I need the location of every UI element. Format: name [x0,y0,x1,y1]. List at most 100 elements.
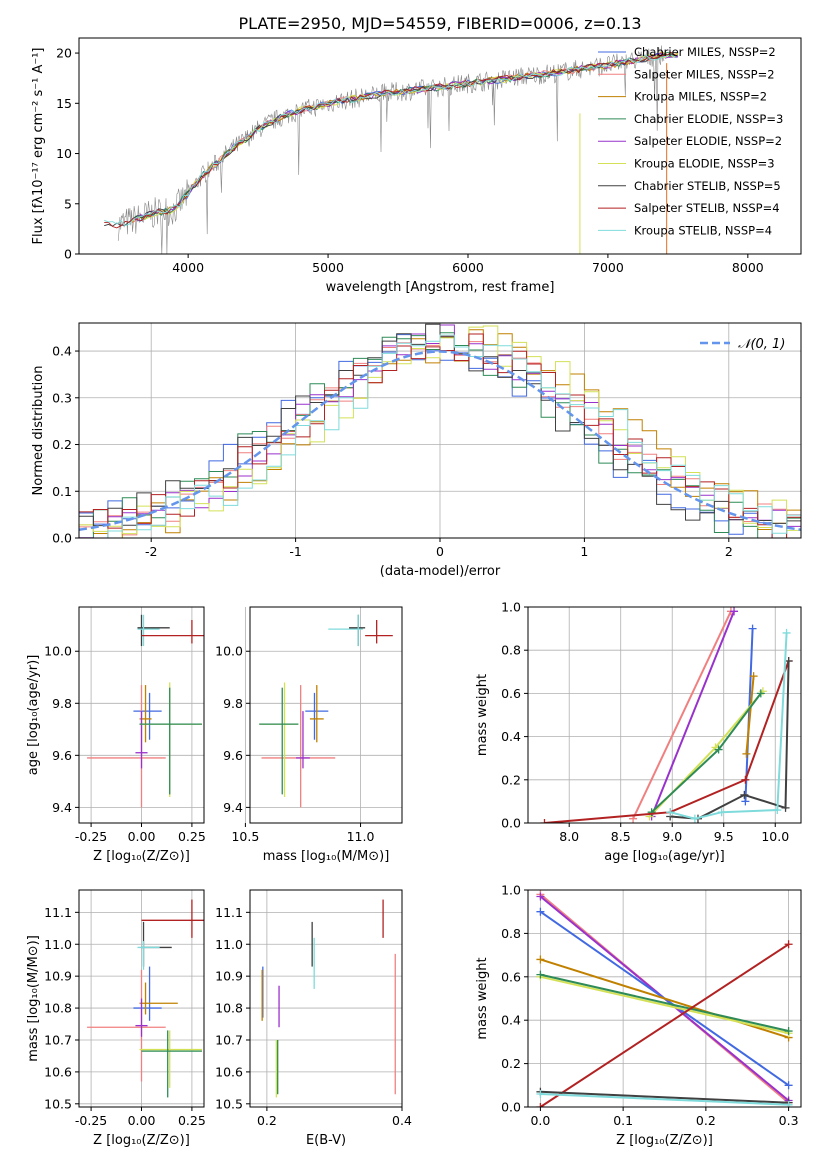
x-tick-label: -1 [289,544,301,559]
x-tick-label: 2 [725,544,733,559]
weight-marker [647,808,656,817]
weight-marker [748,624,757,633]
x-tick-label: 0.25 [178,829,206,844]
y-tick-label: 10.8 [44,1001,72,1016]
x-tick-label: 0.3 [779,1113,799,1128]
y-tick-label: 0.4 [501,1013,521,1028]
y-tick-label: 9.6 [52,748,72,763]
x-tick-label: 7000 [592,260,624,275]
x-tick-label: 8.5 [611,829,631,844]
plot-area [79,323,801,538]
plot-area [87,614,204,808]
x-tick-label: 1 [580,544,588,559]
weight-marker [690,814,699,823]
y-tick-label: 0.3 [52,390,72,405]
plot-area [540,607,793,823]
y-tick-label: 1.0 [501,883,521,898]
y-tick-label: 0.8 [501,926,521,941]
weight-vs-metallicity-panel: 0.0 0.1 0.2 0.3 0.0 0.2 0.4 0.6 0.8 1.0 Z [log₁₀(Z… [475,883,802,1148]
y-tick-label: 0.2 [52,437,72,452]
weight-line [540,1090,789,1104]
weight-marker [784,1027,793,1036]
x-tick-label: 9.5 [714,829,734,844]
axes-frame [249,889,403,1108]
y-tick-label: 0.4 [501,729,521,744]
weight-marker [741,797,750,806]
y-tick-label: 11.1 [215,905,243,920]
x-tick-label: -2 [145,544,157,559]
x-tick-label: 0.1 [613,1113,633,1128]
x-tick-label: 0 [436,544,444,559]
weight-marker [740,790,749,799]
y-tick-label: 9.8 [52,696,72,711]
y-tick-label: 0 [64,247,72,262]
weight-line [539,943,790,1107]
y-axis-label: age [log₁₀(age/yr)] [26,655,41,776]
model-spectrum [104,54,676,227]
plot-area [104,45,679,254]
y-tick-label: 10.7 [215,1032,243,1047]
y-tick-label: 9.4 [52,800,72,815]
axes-frame [527,889,802,1108]
axes-frame [249,606,403,824]
weight-marker [536,970,545,979]
x-tick-label: 8000 [732,260,764,275]
x-tick-label: 10.0 [761,829,789,844]
y-tick-label: 0.0 [501,1100,521,1115]
y-axis-label: mass weight [475,957,490,1039]
x-tick-label: -0.25 [75,829,107,844]
y-tick-label: 15 [56,96,72,111]
y-tick-label: 5 [64,196,72,211]
weight-marker [730,607,739,616]
normal-reference-curve [79,350,801,532]
y-tick-label: 1.0 [501,600,521,615]
weight-line [670,660,790,820]
y-tick-label: 10.0 [215,644,243,659]
x-axis-label: Z [log₁₀(Z/Z⊙)] [616,1133,713,1148]
model-spectrum [104,53,676,227]
residual-histogram [79,334,801,538]
legend-label: Kroupa STELIB, NSSP=4 [634,223,772,237]
weight-line [650,610,735,817]
weight-marker [784,940,793,949]
x-tick-label: 4000 [172,260,204,275]
weight-line [540,975,789,1035]
y-tick-label: 0.2 [501,772,521,787]
x-axis-label: Z [log₁₀(Z/Z⊙)] [93,1133,190,1148]
weight-line [540,973,789,1032]
legend-label: Salpeter ELODIE, NSSP=2 [634,134,782,148]
weight-vs-age-panel: 8.0 8.5 9.0 9.5 10.0 0.0 0.2 0.4 0.6 0.8 1.0 age [l… [475,600,802,864]
y-tick-label: 9.4 [223,800,243,815]
x-tick-label: 0.2 [257,1113,277,1128]
age-vs-metallicity-panel: -0.25 0.00 0.25 9.4 9.6 9.8 10.0 Z [log₁₀(Z/Z⊙)… [26,606,206,864]
model-spectrum [131,52,679,224]
legend-label: Chabrier MILES, NSSP=2 [634,45,776,59]
weight-marker [536,1103,545,1107]
weight-marker [536,907,545,916]
weight-marker [749,672,758,681]
x-axis-label: wavelength [Angstrom, rest frame] [326,280,555,295]
x-tick-label: 10.5 [231,829,259,844]
y-tick-label: 20 [56,46,72,61]
x-tick-label: 8.0 [559,829,579,844]
mass-vs-metallicity-panel: -0.25 0.00 0.25 10.5 10.6 10.7 10.8 10.9 11.0 11.… [26,889,206,1148]
weight-marker [782,628,791,637]
weight-marker [666,808,675,817]
model-spectrum [131,51,679,221]
y-tick-label: 10.6 [215,1064,243,1079]
weight-marker [741,775,750,784]
x-axis-label: E(B-V) [306,1133,346,1148]
y-tick-label: 9.6 [223,748,243,763]
y-tick-label: 0.1 [52,484,72,499]
weight-line [745,676,755,754]
model-spectrum [132,52,678,222]
x-tick-label: 9.0 [662,829,682,844]
weight-marker [536,955,545,964]
x-tick-label: 0.25 [178,1113,206,1128]
observed-spectrum [117,45,665,254]
y-tick-label: 10.9 [215,969,243,984]
model-spectrum [104,51,676,229]
y-tick-label: 10.5 [44,1096,72,1111]
mass-vs-ebv-panel: 0.2 0.4 10.5 10.6 10.7 10.8 10.9 11.0 11.1 E(B-V) [215,889,412,1148]
x-tick-label: 11.0 [347,829,375,844]
